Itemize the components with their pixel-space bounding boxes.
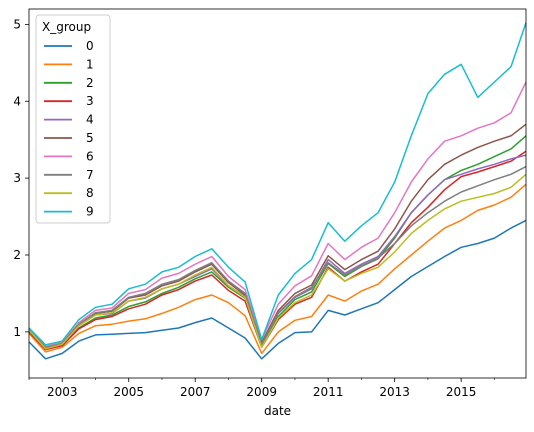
series-line-8 — [28, 173, 527, 350]
series-line-0 — [28, 219, 527, 360]
y-tick-label: 3 — [13, 171, 21, 185]
series-line-6 — [28, 81, 527, 348]
x-tick-label: 2007 — [180, 385, 211, 399]
legend-frame — [35, 14, 111, 224]
series-line-9 — [28, 22, 527, 346]
series-line-3 — [28, 150, 527, 351]
x-tick-label: 2015 — [446, 385, 477, 399]
y-tick-label: 4 — [13, 94, 21, 108]
legend-label-2: 2 — [86, 76, 94, 90]
y-tick-label: 1 — [13, 325, 21, 339]
y-tick-label: 2 — [13, 248, 21, 262]
x-tick-label: 2013 — [379, 385, 410, 399]
legend-label-6: 6 — [86, 149, 94, 163]
series-line-1 — [28, 183, 527, 355]
legend-title: X_group — [42, 20, 91, 34]
legend-label-0: 0 — [86, 39, 94, 53]
series-line-7 — [28, 165, 527, 349]
legend-label-7: 7 — [86, 168, 94, 182]
x-tick-label: 2005 — [113, 385, 144, 399]
x-axis-title: date — [264, 404, 291, 418]
series-layer — [28, 22, 527, 360]
x-tick-label: 2009 — [246, 385, 277, 399]
legend-label-1: 1 — [86, 57, 94, 71]
legend-label-5: 5 — [86, 131, 94, 145]
legend-label-9: 9 — [86, 205, 94, 219]
axes-frame — [28, 8, 527, 379]
legend-label-8: 8 — [86, 186, 94, 200]
legend-label-4: 4 — [86, 113, 94, 127]
x-tick-label: 2011 — [313, 385, 344, 399]
y-tick-label: 5 — [13, 17, 21, 31]
legend: X_group 0 1 2 3 4 5 6 7 8 9 — [35, 14, 111, 224]
legend-label-3: 3 — [86, 94, 94, 108]
x-tick-label: 2003 — [47, 385, 78, 399]
